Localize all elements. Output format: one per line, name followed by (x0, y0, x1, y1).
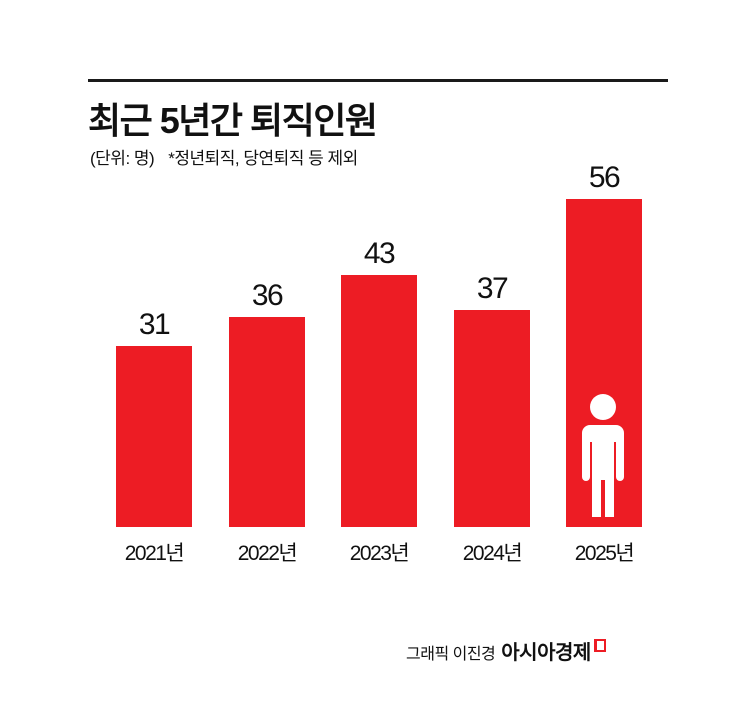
unit-label: (단위: 명) (90, 149, 155, 168)
value-label-2023: 43 (363, 237, 396, 270)
red-corner-mark-icon (593, 639, 606, 652)
value-label-2021: 31 (138, 308, 171, 341)
bar-2023 (341, 275, 417, 527)
person-icon (582, 394, 624, 517)
graphic-credit: 그래픽 이진경 (406, 646, 496, 663)
value-label-2024: 37 (476, 272, 509, 305)
category-label-2022: 2022년 (237, 542, 298, 565)
bar-2022 (229, 317, 305, 527)
chart-title: 최근 5년간 퇴직인원 (88, 100, 378, 141)
category-label-2021: 2021년 (124, 542, 185, 565)
category-label-2025: 2025년 (574, 542, 635, 565)
bar-2021 (116, 346, 192, 527)
chart-subtitle: (단위: 명) *정년퇴직, 당연퇴직 등 제외 (90, 144, 358, 169)
value-label-2025: 56 (588, 161, 621, 194)
top-rule (88, 79, 668, 82)
value-label-2022: 36 (251, 279, 284, 312)
bar-2024 (454, 310, 530, 527)
credit-line: 그래픽 이진경 아시아경제 (406, 636, 606, 665)
brand-logo-text: 아시아경제 (501, 642, 591, 664)
category-label-2024: 2024년 (462, 542, 523, 565)
footnote-label: *정년퇴직, 당연퇴직 등 제외 (168, 149, 358, 168)
category-label-2023: 2023년 (349, 542, 410, 565)
